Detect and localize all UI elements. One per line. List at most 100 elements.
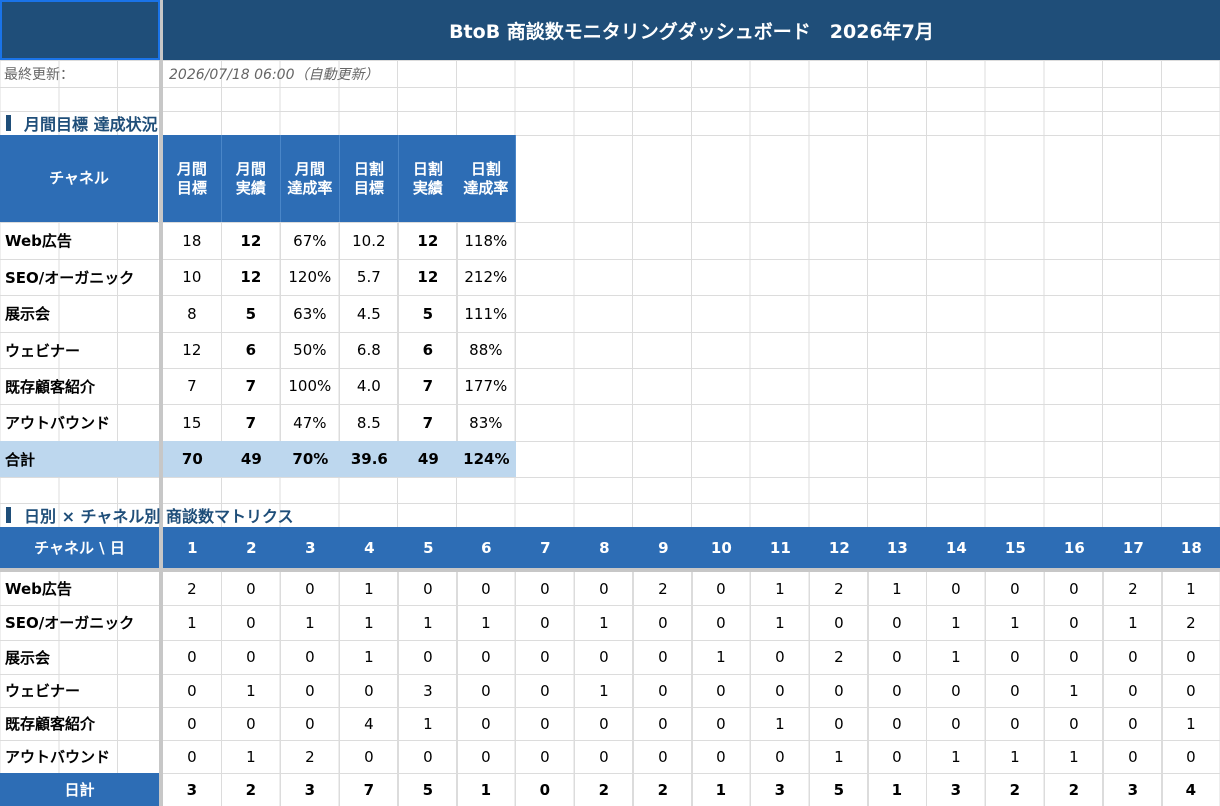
matrix-cell[interactable]: 0 xyxy=(1045,605,1104,640)
monthly-cell-daily_target[interactable]: 4.0 xyxy=(340,368,399,404)
matrix-cell[interactable]: 0 xyxy=(281,674,340,707)
matrix-cell[interactable]: 1 xyxy=(399,707,458,740)
matrix-cell[interactable]: 0 xyxy=(399,572,458,605)
matrix-cell[interactable]: 0 xyxy=(516,707,575,740)
monthly-cell-monthly_actual[interactable]: 6 xyxy=(222,332,281,368)
matrix-cell[interactable]: 1 xyxy=(575,605,634,640)
monthly-cell-daily_actual[interactable]: 5 xyxy=(399,295,458,332)
total-cell-daily_target[interactable]: 39.6 xyxy=(340,441,399,477)
monthly-cell-daily_target[interactable]: 10.2 xyxy=(340,222,399,259)
matrix-cell[interactable]: 0 xyxy=(751,640,810,674)
monthly-cell-monthly_actual[interactable]: 7 xyxy=(222,368,281,404)
matrix-cell[interactable]: 0 xyxy=(281,640,340,674)
monthly-cell-daily_actual[interactable]: 7 xyxy=(399,368,458,404)
matrix-total-cell[interactable]: 2 xyxy=(634,773,693,806)
matrix-cell[interactable]: 4 xyxy=(340,707,399,740)
matrix-cell[interactable]: 0 xyxy=(692,674,751,707)
matrix-cell[interactable]: 0 xyxy=(457,640,516,674)
matrix-cell[interactable]: 0 xyxy=(222,572,281,605)
matrix-cell[interactable]: 0 xyxy=(575,707,634,740)
monthly-cell-daily_rate[interactable]: 88% xyxy=(457,332,516,368)
matrix-total-cell[interactable]: 1 xyxy=(692,773,751,806)
matrix-cell[interactable]: 0 xyxy=(516,640,575,674)
matrix-cell[interactable]: 0 xyxy=(692,572,751,605)
matrix-cell[interactable]: 1 xyxy=(868,572,927,605)
matrix-cell[interactable]: 0 xyxy=(575,640,634,674)
matrix-cell[interactable]: 0 xyxy=(810,707,869,740)
monthly-cell-daily_actual[interactable]: 12 xyxy=(399,259,458,295)
matrix-cell[interactable]: 0 xyxy=(1045,640,1104,674)
matrix-cell[interactable]: 0 xyxy=(927,572,986,605)
matrix-total-cell[interactable]: 2 xyxy=(986,773,1045,806)
matrix-cell[interactable]: 0 xyxy=(163,674,222,707)
matrix-cell[interactable]: 1 xyxy=(986,740,1045,773)
matrix-total-cell[interactable]: 0 xyxy=(516,773,575,806)
matrix-cell[interactable]: 0 xyxy=(634,605,693,640)
monthly-cell-monthly_rate[interactable]: 120% xyxy=(281,259,340,295)
monthly-cell-monthly_rate[interactable]: 50% xyxy=(281,332,340,368)
matrix-cell[interactable]: 2 xyxy=(810,572,869,605)
matrix-cell[interactable]: 1 xyxy=(340,572,399,605)
matrix-cell[interactable]: 1 xyxy=(751,572,810,605)
total-cell-monthly_rate[interactable]: 70% xyxy=(281,441,340,477)
matrix-cell[interactable]: 0 xyxy=(634,707,693,740)
matrix-cell[interactable]: 0 xyxy=(457,572,516,605)
matrix-cell[interactable]: 0 xyxy=(340,674,399,707)
matrix-cell[interactable]: 0 xyxy=(810,605,869,640)
matrix-cell[interactable]: 0 xyxy=(751,740,810,773)
matrix-cell[interactable]: 1 xyxy=(222,674,281,707)
matrix-cell[interactable]: 0 xyxy=(692,740,751,773)
matrix-cell[interactable]: 0 xyxy=(516,740,575,773)
monthly-cell-daily_rate[interactable]: 111% xyxy=(457,295,516,332)
monthly-cell-monthly_actual[interactable]: 12 xyxy=(222,222,281,259)
matrix-cell[interactable]: 0 xyxy=(868,707,927,740)
monthly-cell-daily_actual[interactable]: 7 xyxy=(399,404,458,441)
matrix-cell[interactable]: 0 xyxy=(810,674,869,707)
monthly-cell-monthly_target[interactable]: 10 xyxy=(163,259,222,295)
matrix-cell[interactable]: 0 xyxy=(986,572,1045,605)
matrix-cell[interactable]: 0 xyxy=(340,740,399,773)
matrix-cell[interactable]: 2 xyxy=(281,740,340,773)
matrix-cell[interactable]: 0 xyxy=(1104,674,1163,707)
matrix-cell[interactable]: 1 xyxy=(399,605,458,640)
matrix-cell[interactable]: 1 xyxy=(163,605,222,640)
matrix-cell[interactable]: 0 xyxy=(1162,674,1220,707)
monthly-cell-monthly_actual[interactable]: 5 xyxy=(222,295,281,332)
monthly-cell-monthly_actual[interactable]: 12 xyxy=(222,259,281,295)
matrix-total-cell[interactable]: 2 xyxy=(222,773,281,806)
matrix-cell[interactable]: 0 xyxy=(1162,640,1220,674)
monthly-cell-monthly_rate[interactable]: 67% xyxy=(281,222,340,259)
matrix-cell[interactable]: 0 xyxy=(516,572,575,605)
matrix-cell[interactable]: 1 xyxy=(1045,740,1104,773)
matrix-cell[interactable]: 0 xyxy=(575,740,634,773)
matrix-cell[interactable]: 0 xyxy=(457,707,516,740)
matrix-cell[interactable]: 1 xyxy=(1104,605,1163,640)
matrix-total-cell[interactable]: 3 xyxy=(281,773,340,806)
matrix-cell[interactable]: 1 xyxy=(340,605,399,640)
matrix-total-cell[interactable]: 2 xyxy=(575,773,634,806)
matrix-total-cell[interactable]: 5 xyxy=(399,773,458,806)
matrix-cell[interactable]: 0 xyxy=(1104,707,1163,740)
matrix-cell[interactable]: 0 xyxy=(575,572,634,605)
matrix-cell[interactable]: 0 xyxy=(516,674,575,707)
matrix-cell[interactable]: 0 xyxy=(692,707,751,740)
monthly-cell-daily_target[interactable]: 8.5 xyxy=(340,404,399,441)
matrix-cell[interactable]: 0 xyxy=(222,707,281,740)
matrix-cell[interactable]: 0 xyxy=(751,674,810,707)
matrix-cell[interactable]: 1 xyxy=(457,605,516,640)
matrix-cell[interactable]: 0 xyxy=(1104,640,1163,674)
monthly-cell-daily_rate[interactable]: 177% xyxy=(457,368,516,404)
matrix-cell[interactable]: 0 xyxy=(1045,572,1104,605)
matrix-cell[interactable]: 1 xyxy=(1045,674,1104,707)
matrix-total-cell[interactable]: 2 xyxy=(1045,773,1104,806)
matrix-cell[interactable]: 1 xyxy=(986,605,1045,640)
matrix-cell[interactable]: 1 xyxy=(751,707,810,740)
matrix-cell[interactable]: 0 xyxy=(1104,740,1163,773)
matrix-cell[interactable]: 0 xyxy=(457,740,516,773)
monthly-cell-monthly_target[interactable]: 15 xyxy=(163,404,222,441)
matrix-total-cell[interactable]: 7 xyxy=(340,773,399,806)
matrix-cell[interactable]: 0 xyxy=(222,605,281,640)
matrix-cell[interactable]: 0 xyxy=(634,674,693,707)
monthly-cell-monthly_target[interactable]: 12 xyxy=(163,332,222,368)
matrix-cell[interactable]: 3 xyxy=(399,674,458,707)
